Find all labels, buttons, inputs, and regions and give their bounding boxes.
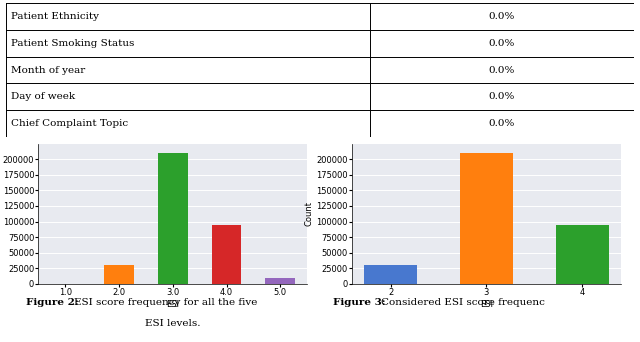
Bar [104, 265, 134, 284]
Text: Considered ESI score frequenc: Considered ESI score frequenc [381, 298, 545, 307]
Bar [266, 278, 295, 284]
Text: ESI score frequency for all the five: ESI score frequency for all the five [74, 298, 257, 307]
Bar [556, 225, 609, 284]
Bar [212, 225, 241, 284]
Bar [158, 153, 188, 284]
Text: Day of week: Day of week [12, 92, 76, 101]
Text: Patient Smoking Status: Patient Smoking Status [12, 39, 135, 48]
Text: Figure 3:: Figure 3: [333, 298, 385, 307]
Text: 0.0%: 0.0% [489, 119, 515, 128]
Text: Month of year: Month of year [12, 66, 86, 75]
X-axis label: ESI: ESI [480, 300, 493, 309]
Text: Patient Ethnicity: Patient Ethnicity [12, 12, 99, 21]
X-axis label: ESI: ESI [166, 300, 179, 309]
Text: 0.0%: 0.0% [489, 66, 515, 75]
Text: 0.0%: 0.0% [489, 12, 515, 21]
Text: Figure 2:: Figure 2: [26, 298, 78, 307]
Bar [364, 265, 417, 284]
Bar [460, 153, 513, 284]
Text: ESI levels.: ESI levels. [145, 319, 200, 328]
Y-axis label: Count: Count [305, 201, 314, 226]
Text: Chief Complaint Topic: Chief Complaint Topic [12, 119, 129, 128]
Text: 0.0%: 0.0% [489, 92, 515, 101]
Text: 0.0%: 0.0% [489, 39, 515, 48]
